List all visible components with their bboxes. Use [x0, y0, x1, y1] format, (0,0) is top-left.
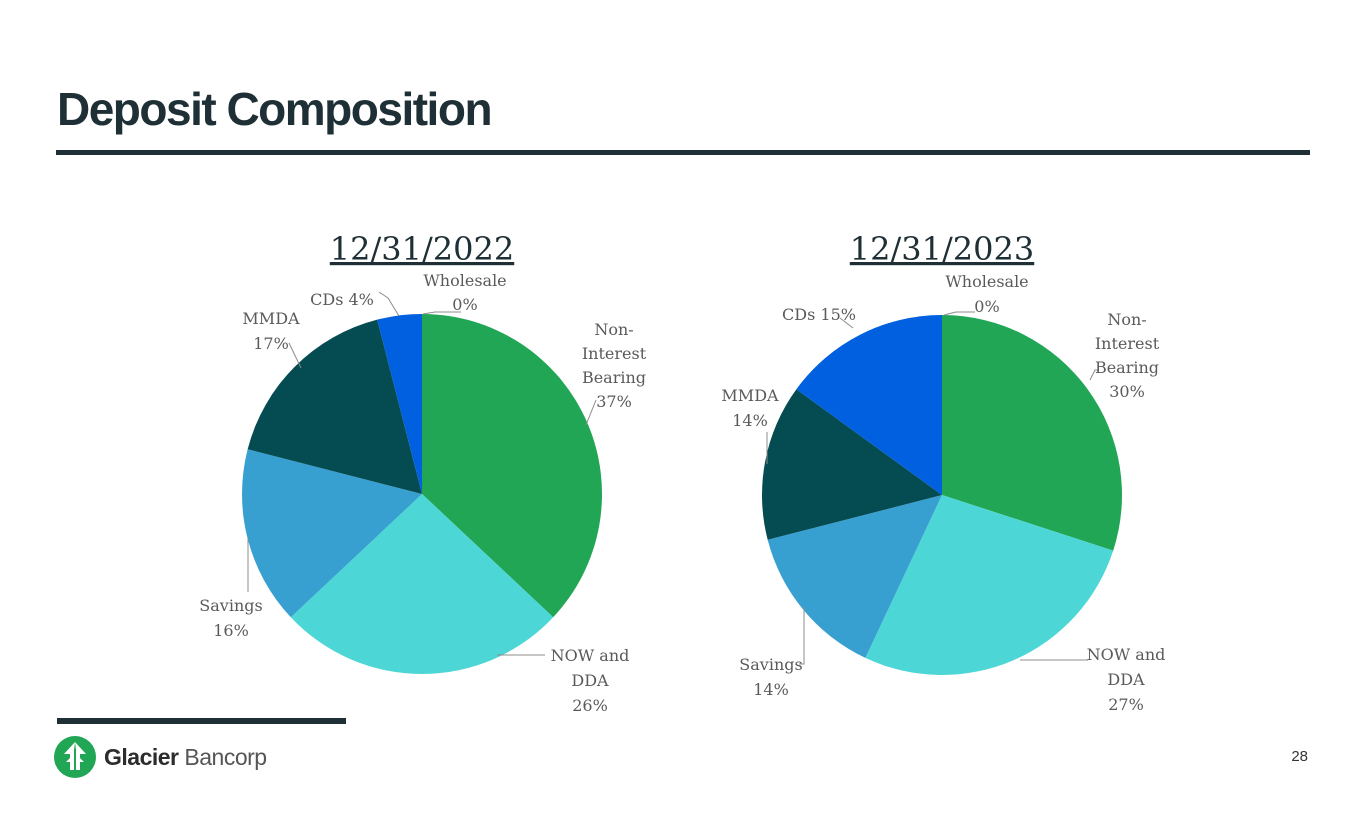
title-underline: [56, 150, 1310, 155]
data-label-wholesale: Wholesale 0%: [945, 272, 1028, 316]
footer-rule: [57, 718, 346, 724]
data-label-now-and-dda: NOW and DDA 27%: [1087, 645, 1166, 714]
leader-line-non-interest-bearing: [585, 399, 597, 426]
data-label-now-and-dda: NOW and DDA 26%: [551, 646, 630, 715]
data-label-cds: CDs 4%: [310, 290, 374, 309]
pie-slice-cds: [796, 315, 942, 495]
logo-wordmark: Glacier Bancorp: [104, 743, 267, 770]
pie-slice-now-and-dda: [865, 495, 1114, 676]
pie-slice-non-interest-bearing: [422, 314, 602, 618]
pie-slice-savings: [242, 449, 422, 618]
data-label-wholesale: Wholesale 0%: [423, 271, 506, 314]
leader-line-mmda: [288, 342, 302, 369]
pie-slice-now-and-dda: [290, 494, 554, 674]
data-label-savings: Savings 16%: [199, 596, 262, 640]
pie-chart-1: 12/31/2022 Non-Interest Bearing 37% NOW and D…: [199, 230, 646, 715]
leader-line-non-interest-bearing: [1089, 369, 1099, 381]
chart-title: 12/31/2023: [850, 230, 1034, 268]
chart-title: 12/31/2022: [330, 230, 514, 268]
company-logo: Glacier Bancorp: [54, 736, 267, 778]
pie-slice-cds: [377, 314, 422, 494]
data-label-non-interest-bearing: Non-Interest Bearing 30%: [1095, 310, 1160, 401]
pie-slice-mmda: [247, 319, 422, 494]
data-label-non-interest-bearing: Non-Interest Bearing 37%: [582, 320, 647, 411]
page-title: Deposit Composition: [57, 83, 493, 135]
leader-line-savings: [799, 607, 805, 665]
leader-line-wholesale: [943, 311, 975, 316]
pie-slice-non-interest-bearing: [942, 315, 1122, 551]
data-label-mmda: MMDA 17%: [242, 309, 300, 353]
data-label-mmda: MMDA 14%: [721, 386, 779, 430]
leader-line-cds: [839, 317, 854, 329]
leader-line-wholesale: [422, 311, 461, 315]
pie-chart-2: 12/31/2023 Non-Interest Bearing 30% NOW and D…: [721, 230, 1165, 714]
leader-line-cds: [378, 291, 400, 317]
data-label-cds: CDs 15%: [782, 305, 856, 324]
page-number: 28: [1291, 748, 1308, 765]
glacier-tree-logo-icon: [54, 736, 96, 778]
pie-slice-savings: [767, 495, 942, 658]
pie-slice-mmda: [762, 389, 942, 540]
data-label-savings: Savings 14%: [739, 655, 802, 699]
